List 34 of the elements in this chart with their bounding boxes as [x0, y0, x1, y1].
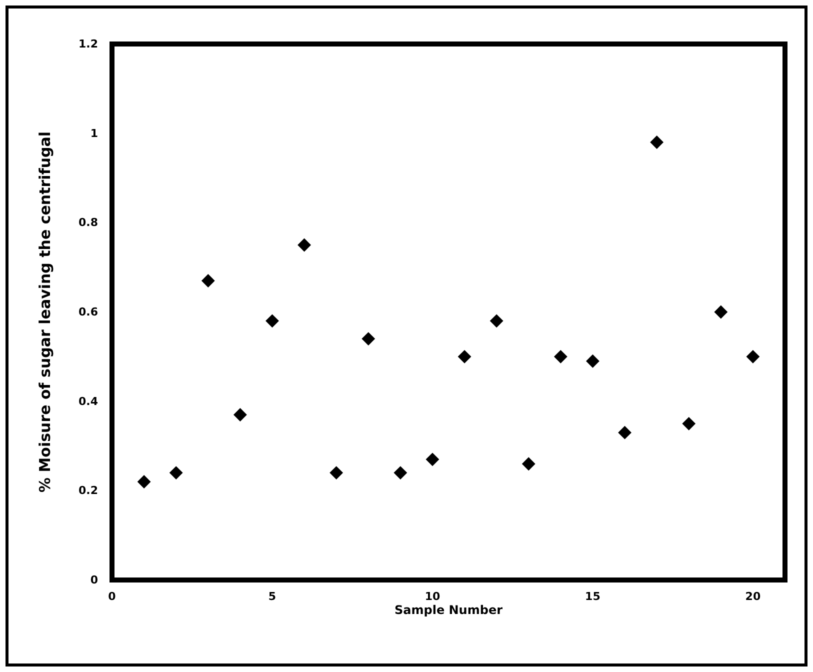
point [169, 466, 183, 480]
x-axis-title: Sample Number [394, 603, 503, 617]
point [201, 274, 215, 288]
point [362, 332, 376, 346]
point [426, 452, 440, 466]
y-tick-label: 0.6 [78, 306, 98, 319]
y-tick-label: 0.2 [78, 484, 98, 498]
point [266, 314, 279, 328]
x-tick-label: 0 [108, 590, 116, 603]
point [458, 350, 472, 364]
point [298, 238, 311, 252]
x-tick-label: 5 [268, 590, 276, 603]
y-tick-label: 0 [90, 574, 98, 587]
y-axis-title: % Moisure of sugar leaving the centrifugal [36, 131, 54, 493]
x-tick-label: 10 [424, 590, 440, 603]
point [714, 305, 728, 319]
point [137, 475, 151, 488]
point [394, 466, 408, 480]
y-tick-label: 0.4 [78, 394, 98, 408]
point [522, 457, 536, 471]
point [490, 314, 504, 328]
x-tick-label: 20 [745, 590, 761, 603]
point [586, 354, 600, 368]
point [746, 350, 760, 364]
x-tick-label: 15 [585, 590, 600, 603]
y-tick-label: 0.8 [78, 216, 98, 230]
point [618, 426, 632, 440]
point [330, 466, 344, 480]
point [554, 350, 568, 364]
point [650, 136, 664, 149]
point [682, 416, 696, 430]
y-tick-label: 1.2 [78, 38, 98, 51]
point [233, 408, 247, 422]
y-tick-label: 1 [90, 126, 98, 140]
